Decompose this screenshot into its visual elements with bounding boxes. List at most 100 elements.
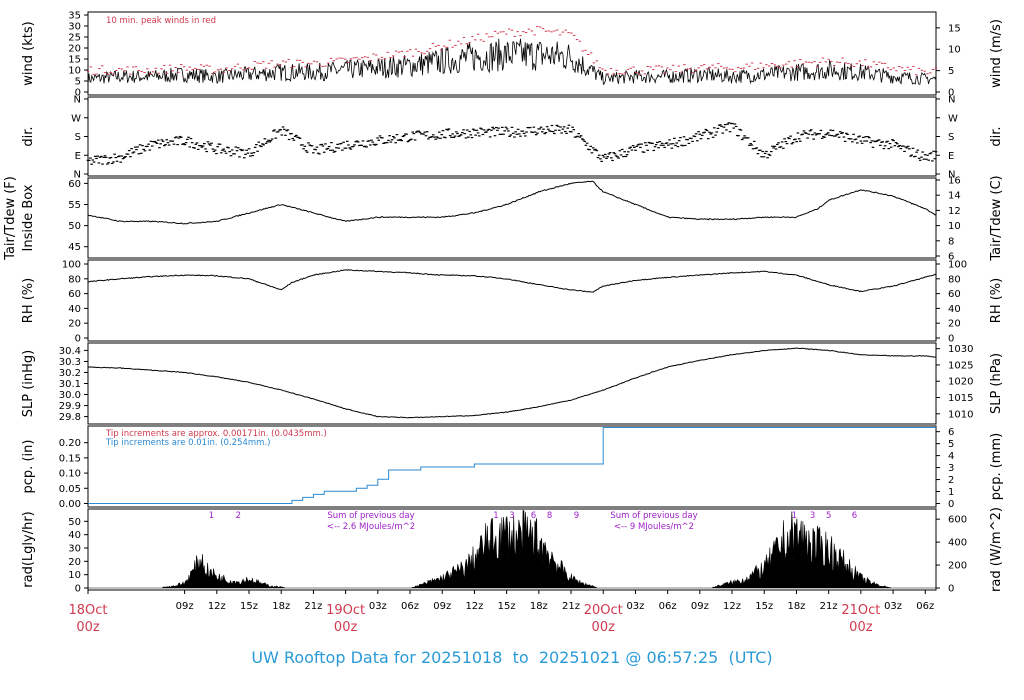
dir-left-tick-label: E <box>75 151 81 162</box>
dir-left-tick-label: S <box>75 132 81 143</box>
wind-left-tick-label: 25 <box>68 33 81 44</box>
slp-right-tick-label: 1015 <box>948 393 973 404</box>
slp-left-tick-label: 30.1 <box>59 379 81 390</box>
x-hour-label: 06z <box>916 601 934 612</box>
slp-right-tick-label: 1010 <box>948 409 973 420</box>
x-hour-label: 21z <box>562 601 580 612</box>
temp-ylabel-left-2: Inside Box <box>21 184 36 251</box>
slp-series-line <box>87 347 937 419</box>
temp-right-tick-label: 8 <box>948 236 954 247</box>
wind-left-tick-label: 10 <box>68 66 81 77</box>
dir-left-tick-label: W <box>71 113 81 124</box>
dir-right-tick-label: E <box>948 151 954 162</box>
x-hour-label: 06z <box>401 601 419 612</box>
x-day-time-label: 00z <box>592 620 616 635</box>
rad-right-tick-label: 200 <box>948 561 967 572</box>
wind-right-tick-label: 5 <box>948 66 954 77</box>
dir-ylabel-left: dir. <box>21 126 36 146</box>
rad-left-tick-label: 30 <box>68 544 81 555</box>
x-hour-label: 03z <box>626 601 644 612</box>
radiation-area <box>88 510 936 589</box>
rh-left-tick-label: 20 <box>68 319 81 330</box>
rad-digit-label: 8 <box>547 511 552 521</box>
rad-digit-label: 2 <box>236 511 241 521</box>
x-hour-label: 12z <box>723 601 741 612</box>
rad-left-tick-label: 10 <box>68 570 81 581</box>
dir-panel-frame <box>87 96 937 177</box>
rad-sum-value-1: <-- 2.6 MJoules/m^2 <box>327 522 415 532</box>
x-hour-label: 09z <box>176 601 194 612</box>
rad-right-tick-label: 0 <box>948 584 954 595</box>
temp-right-tick-label: 6 <box>948 252 954 263</box>
rad-sum-label-2: Sum of previous day <box>610 511 697 521</box>
wind-right-tick-label: 15 <box>948 23 961 34</box>
dir-right-tick-label: S <box>948 132 954 143</box>
footer-at: @ <box>625 648 642 667</box>
rad-digit-label: 1 <box>493 511 498 521</box>
rh-right-tick-label: 60 <box>948 289 961 300</box>
slp-ylabel-right: SLP (hPa) <box>989 353 1004 414</box>
temp-ylabel-left: Tair/Tdew (F) <box>3 176 18 261</box>
wind-left-tick-label: 30 <box>68 22 81 33</box>
pcp-right-tick-label: 4 <box>948 451 954 462</box>
x-hour-label: 12z <box>208 601 226 612</box>
wind-left-tick-label: 20 <box>68 44 81 55</box>
pcp-left-tick-label: 0.15 <box>59 453 81 464</box>
wind-left-tick-label: 5 <box>75 77 81 88</box>
slp-right-tick-label: 1020 <box>948 377 973 388</box>
pcp-annotation-2: Tip increments are 0.01in. (0.254mm.) <box>105 438 270 448</box>
pcp-ylabel-right: pcp. (mm) <box>989 433 1004 500</box>
rad-left-tick-label: 50 <box>68 517 81 528</box>
footer-tz: (UTC) <box>728 648 773 667</box>
slp-left-tick-label: 30.2 <box>59 368 81 379</box>
x-hour-label: 15z <box>240 601 258 612</box>
wind-ylabel-left: wind (kts) <box>21 21 36 85</box>
footer-time: 06:57:25 <box>646 648 719 667</box>
rh-panel-frame <box>87 259 937 342</box>
rad-digit-label: 6 <box>531 511 536 521</box>
rh-left-tick-label: 60 <box>68 289 81 300</box>
footer-start: 20251018 <box>420 648 503 667</box>
pcp-annotation-1: Tip increments are approx. 0.00171in. (0… <box>105 429 327 439</box>
x-hour-label: 03z <box>884 601 902 612</box>
x-hour-label: 18z <box>530 601 548 612</box>
x-hour-label: 21z <box>820 601 838 612</box>
rh-ylabel-left: RH (%) <box>21 278 36 323</box>
wind-speed-line <box>87 38 937 86</box>
rh-left-tick-label: 80 <box>68 274 81 285</box>
x-day-label: 21Oct <box>841 603 880 618</box>
x-day-time-label: 00z <box>334 620 358 635</box>
rh-right-tick-label: 40 <box>948 304 961 315</box>
wind-left-tick-label: 0 <box>75 88 81 99</box>
x-hour-label: 03z <box>369 601 387 612</box>
pcp-series-line <box>88 427 936 504</box>
rh-left-tick-label: 0 <box>75 334 81 345</box>
rad-sum-label-1: Sum of previous day <box>327 511 414 521</box>
x-hour-label: 15z <box>498 601 516 612</box>
x-hour-label: 18z <box>272 601 290 612</box>
wind-right-tick-label: 10 <box>948 45 961 56</box>
rad-right-tick-label: 400 <box>948 538 967 549</box>
pcp-right-tick-label: 2 <box>948 475 954 486</box>
temp-left-tick-label: 60 <box>68 179 81 190</box>
x-hour-label: 06z <box>659 601 677 612</box>
x-hour-label: 15z <box>755 601 773 612</box>
temp-right-tick-label: 16 <box>948 176 961 187</box>
footer-prefix: UW Rooftop Data for <box>251 648 416 667</box>
temp-right-tick-label: 10 <box>948 221 961 232</box>
rad-right-tick-label: 600 <box>948 515 967 526</box>
slp-left-tick-label: 30.4 <box>59 346 81 357</box>
temp-left-tick-label: 55 <box>68 200 81 211</box>
wind-annotation: 10 min. peak winds in red <box>106 16 216 26</box>
pcp-left-tick-label: 0.05 <box>59 484 81 495</box>
slp-left-tick-label: 29.9 <box>59 401 81 412</box>
slp-right-tick-label: 1025 <box>948 360 973 371</box>
slp-left-tick-label: 30.0 <box>59 390 81 401</box>
pcp-panel-frame <box>87 425 937 508</box>
rh-right-tick-label: 0 <box>948 334 954 345</box>
x-day-label: 18Oct <box>68 603 107 618</box>
temp-ylabel-right: Tair/Tdew (C) <box>989 175 1004 261</box>
rad-digit-label: 6 <box>852 511 857 521</box>
pcp-ylabel-left: pcp. (in) <box>21 440 36 494</box>
rad-ylabel-left: rad(Lgly/hr) <box>21 511 36 587</box>
